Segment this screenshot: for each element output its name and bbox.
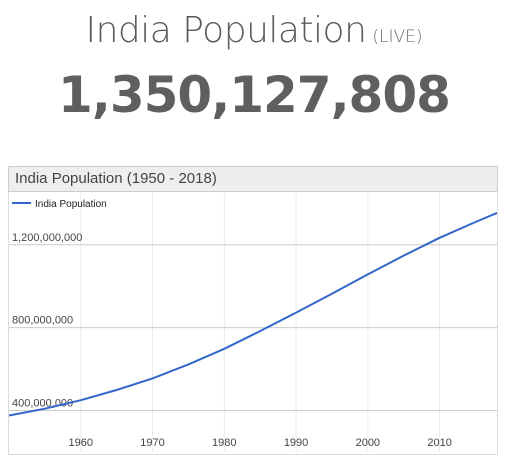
x-tick-label: 2010 [427,437,451,449]
y-tick-label: 800,000,000 [12,315,73,327]
legend-label: India Population [35,199,107,210]
title-text: India Population [85,10,367,51]
chart-frame [8,166,498,455]
population-counter: 1,350,127,808 [58,66,451,124]
x-tick-label: 1980 [212,437,236,449]
x-tick-label: 1960 [69,437,93,449]
page-title: India Population (LIVE) [0,6,508,62]
series-line [8,211,498,417]
live-label: (LIVE) [372,27,423,47]
chart-title: India Population (1950 - 2018) [8,166,498,192]
y-tick-label: 1,200,000,000 [12,232,82,244]
x-tick-label: 1970 [140,437,164,449]
x-tick-label: 2000 [356,437,380,449]
x-tick-label: 1990 [284,437,308,449]
